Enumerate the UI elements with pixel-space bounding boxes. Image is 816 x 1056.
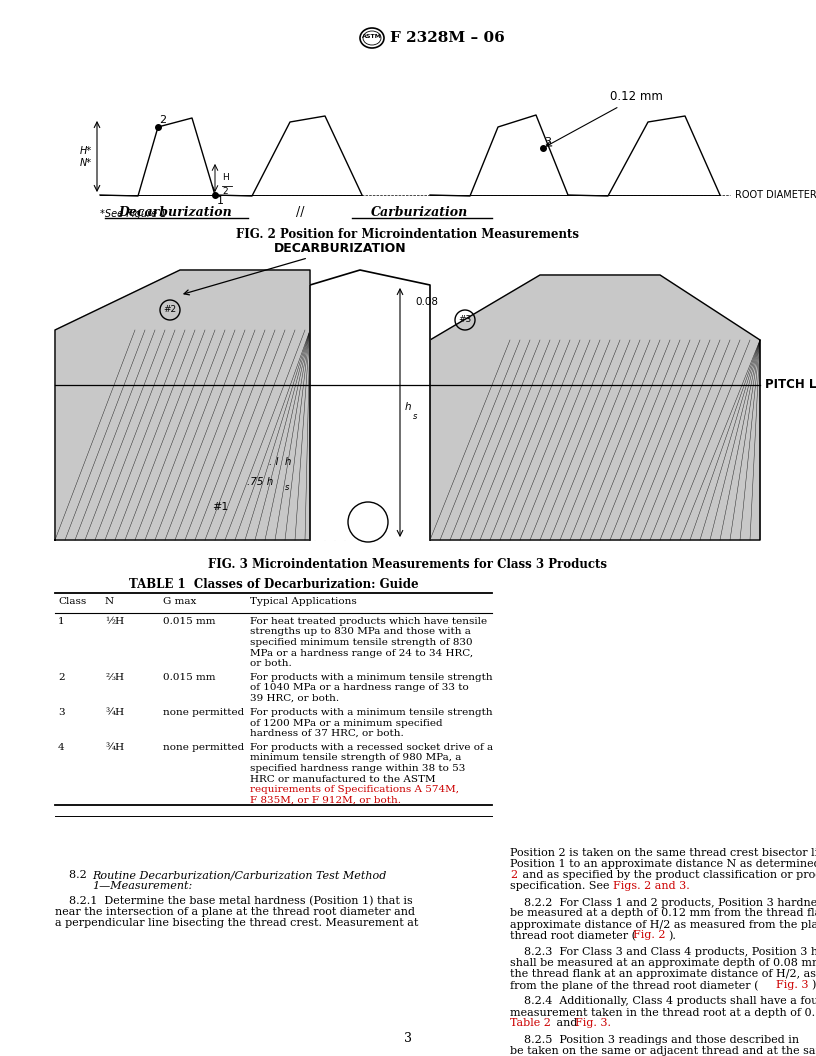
Text: 8.2.2  For Class 1 and 2 products, Position 3 hardness shall: 8.2.2 For Class 1 and 2 products, Positi… <box>510 898 816 907</box>
Text: none permitted: none permitted <box>163 708 244 717</box>
Polygon shape <box>55 270 310 540</box>
Text: Fig. 3: Fig. 3 <box>776 980 809 991</box>
Text: ).: ). <box>668 930 676 941</box>
Text: For products with a minimum tensile strength: For products with a minimum tensile stre… <box>250 708 493 717</box>
Text: 0.08: 0.08 <box>415 297 438 307</box>
Text: approximate distance of H/2 as measured from the plane of the: approximate distance of H/2 as measured … <box>510 920 816 929</box>
Text: TABLE 1  Classes of Decarburization: Guide: TABLE 1 Classes of Decarburization: Guid… <box>129 578 419 591</box>
Text: shall be measured at an approximate depth of 0.08 mm from: shall be measured at an approximate dept… <box>510 958 816 968</box>
Text: 0.015 mm: 0.015 mm <box>163 617 215 626</box>
Text: of 1040 MPa or a hardness range of 33 to: of 1040 MPa or a hardness range of 33 to <box>250 683 468 693</box>
Text: 3: 3 <box>404 1032 412 1044</box>
Text: and: and <box>553 1018 581 1029</box>
Text: F 835M, or F 912M, or both.: F 835M, or F 912M, or both. <box>250 795 401 805</box>
Text: .75 h: .75 h <box>246 477 273 487</box>
Text: F 2328M – 06: F 2328M – 06 <box>390 31 505 45</box>
Polygon shape <box>310 270 430 540</box>
Text: #3: #3 <box>459 316 472 324</box>
Text: 1—Measurement:: 1—Measurement: <box>92 881 193 891</box>
Text: or both.: or both. <box>250 659 292 668</box>
Text: a perpendicular line bisecting the thread crest. Measurement at: a perpendicular line bisecting the threa… <box>55 919 419 928</box>
Text: 2: 2 <box>510 870 517 880</box>
Text: be taken on the same or adjacent thread and at the same time: be taken on the same or adjacent thread … <box>510 1046 816 1056</box>
Text: G max: G max <box>163 597 197 606</box>
Text: Typical Applications: Typical Applications <box>250 597 357 606</box>
Polygon shape <box>430 275 760 540</box>
Text: ROOT DIAMETER: ROOT DIAMETER <box>735 190 816 200</box>
Text: FIG. 2 Position for Microindentation Measurements: FIG. 2 Position for Microindentation Mea… <box>237 228 579 241</box>
Text: *See Figure 1: *See Figure 1 <box>100 209 166 219</box>
Text: //: // <box>295 206 304 219</box>
Text: H*: H* <box>80 146 92 155</box>
Text: s: s <box>285 483 290 492</box>
Text: Fig. 2: Fig. 2 <box>633 930 666 941</box>
Text: 1: 1 <box>58 617 64 626</box>
Text: MPa or a hardness range of 24 to 34 HRC,: MPa or a hardness range of 24 to 34 HRC, <box>250 648 473 658</box>
Text: from the plane of the thread root diameter (: from the plane of the thread root diamet… <box>510 980 759 991</box>
Text: #1: #1 <box>212 502 228 512</box>
Text: measurement taken in the thread root at a depth of 0.1 h. See: measurement taken in the thread root at … <box>510 1007 816 1018</box>
Text: 3: 3 <box>544 137 552 147</box>
Text: 2: 2 <box>159 115 166 125</box>
Text: 2: 2 <box>222 188 228 196</box>
Text: ).: ). <box>811 980 816 991</box>
Text: N*: N* <box>80 157 92 168</box>
Text: . l  h: . l h <box>268 457 291 467</box>
Text: ¾H: ¾H <box>105 708 124 717</box>
Text: 0.12 mm: 0.12 mm <box>547 91 663 146</box>
Text: specified hardness range within 38 to 53: specified hardness range within 38 to 53 <box>250 763 465 773</box>
Text: h: h <box>405 402 411 413</box>
Text: Routine Decarburization/Carburization Test Method: Routine Decarburization/Carburization Te… <box>92 870 386 880</box>
Text: ASTM: ASTM <box>362 34 382 38</box>
Text: hardness of 37 HRC, or both.: hardness of 37 HRC, or both. <box>250 729 404 738</box>
Text: thread root diameter (: thread root diameter ( <box>510 930 636 941</box>
Text: s: s <box>413 412 417 421</box>
Text: strengths up to 830 MPa and those with a: strengths up to 830 MPa and those with a <box>250 627 471 637</box>
Text: specified minimum tensile strength of 830: specified minimum tensile strength of 83… <box>250 638 472 647</box>
Text: the thread flank at an approximate distance of H/2, as measured: the thread flank at an approximate dista… <box>510 969 816 979</box>
Text: ¾H: ¾H <box>105 743 124 752</box>
Text: 8.2: 8.2 <box>55 870 94 880</box>
Text: Fig. 3.: Fig. 3. <box>575 1018 611 1029</box>
Text: requirements of Specifications A 574M,: requirements of Specifications A 574M, <box>250 785 459 794</box>
Text: N: N <box>105 597 114 606</box>
Text: 8.2.5  Position 3 readings and those described in: 8.2.5 Position 3 readings and those desc… <box>510 1035 803 1045</box>
Text: H: H <box>222 173 228 183</box>
Text: Position 1 to an approximate distance N as determined in: Position 1 to an approximate distance N … <box>510 859 816 869</box>
Text: Position 2 is taken on the same thread crest bisector line from: Position 2 is taken on the same thread c… <box>510 848 816 857</box>
Text: Carburization: Carburization <box>371 206 468 219</box>
Text: 3: 3 <box>58 708 64 717</box>
Text: near the intersection of a plane at the thread root diameter and: near the intersection of a plane at the … <box>55 907 415 918</box>
Text: 2: 2 <box>58 673 64 682</box>
Text: minimum tensile strength of 980 MPa, a: minimum tensile strength of 980 MPa, a <box>250 754 461 762</box>
Text: and as specified by the product classification or product: and as specified by the product classifi… <box>519 870 816 880</box>
Text: Decarburization: Decarburization <box>118 206 232 219</box>
Text: For heat treated products which have tensile: For heat treated products which have ten… <box>250 617 487 626</box>
Text: 8.2.1  Determine the base metal hardness (Position 1) that is: 8.2.1 Determine the base metal hardness … <box>55 897 413 907</box>
Text: 8.2.4  Additionally, Class 4 products shall have a fourth: 8.2.4 Additionally, Class 4 products sha… <box>510 997 816 1006</box>
Text: 4: 4 <box>58 743 64 752</box>
Text: #2: #2 <box>163 305 176 315</box>
Text: be measured at a depth of 0.12 mm from the thread flank at an: be measured at a depth of 0.12 mm from t… <box>510 908 816 919</box>
Text: 39 HRC, or both.: 39 HRC, or both. <box>250 694 339 703</box>
Text: none permitted: none permitted <box>163 743 244 752</box>
Text: ⅔H: ⅔H <box>105 673 124 682</box>
Text: Table 2: Table 2 <box>510 1018 551 1029</box>
Text: Figs. 2 and 3.: Figs. 2 and 3. <box>613 881 690 891</box>
Text: 8.2.3  For Class 3 and Class 4 products, Position 3 hardness: 8.2.3 For Class 3 and Class 4 products, … <box>510 947 816 957</box>
Text: For products with a recessed socket drive of a: For products with a recessed socket driv… <box>250 743 493 752</box>
Text: 0.015 mm: 0.015 mm <box>163 673 215 682</box>
Text: HRC or manufactured to the ASTM: HRC or manufactured to the ASTM <box>250 774 436 784</box>
Text: FIG. 3 Microindentation Measurements for Class 3 Products: FIG. 3 Microindentation Measurements for… <box>209 558 607 571</box>
Text: ½H: ½H <box>105 617 124 626</box>
Text: specification. See: specification. See <box>510 881 613 891</box>
Text: 1: 1 <box>216 196 224 206</box>
Text: PITCH LINE: PITCH LINE <box>765 378 816 392</box>
Text: Class: Class <box>58 597 86 606</box>
Text: For products with a minimum tensile strength: For products with a minimum tensile stre… <box>250 673 493 682</box>
Text: DECARBURIZATION: DECARBURIZATION <box>184 242 406 295</box>
Text: of 1200 MPa or a minimum specified: of 1200 MPa or a minimum specified <box>250 718 442 728</box>
